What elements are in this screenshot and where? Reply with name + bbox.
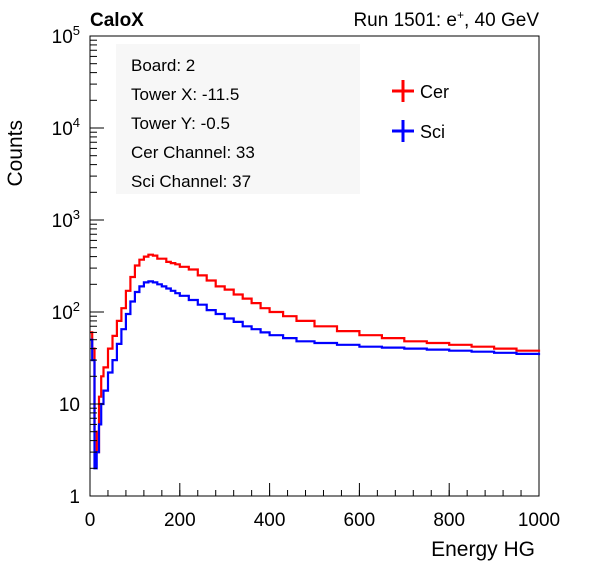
series-layer xyxy=(90,255,539,469)
info-box: Board: 2 Tower X: -11.5 Tower Y: -0.5 Ce… xyxy=(116,44,360,194)
info-tower-x: Tower X: -11.5 xyxy=(131,85,239,104)
x-tick-label: 1000 xyxy=(518,510,560,531)
series-sci xyxy=(90,281,539,468)
legend-marker-cer xyxy=(392,80,414,102)
y-tick-label: 102 xyxy=(52,299,80,324)
info-board: Board: 2 xyxy=(131,56,195,75)
x-tick-label: 600 xyxy=(344,510,376,531)
legend-label-sci: Sci xyxy=(420,122,445,142)
y-tick-label: 103 xyxy=(52,207,80,232)
legend: Cer Sci xyxy=(392,80,449,142)
info-sci-channel: Sci Channel: 37 xyxy=(131,172,251,191)
legend-marker-sci xyxy=(392,120,414,142)
run-label: Run 1501: e+, 40 GeV xyxy=(353,8,539,31)
y-axis-title: Counts xyxy=(4,120,27,187)
y-tick-label: 104 xyxy=(52,115,80,140)
legend-label-cer: Cer xyxy=(420,82,449,102)
y-tick-label: 105 xyxy=(52,23,80,48)
x-tick-label: 400 xyxy=(254,510,286,531)
x-axis-title: Energy HG xyxy=(431,538,535,561)
brand-label: CaloX xyxy=(90,10,144,31)
y-tick-label: 10 xyxy=(59,395,80,416)
info-tower-y: Tower Y: -0.5 xyxy=(131,114,230,133)
y-tick-label: 1 xyxy=(69,487,80,508)
x-tick-label: 800 xyxy=(433,510,465,531)
x-tick-label: 200 xyxy=(164,510,196,531)
x-tick-label: 0 xyxy=(85,510,96,531)
info-cer-channel: Cer Channel: 33 xyxy=(131,143,255,162)
